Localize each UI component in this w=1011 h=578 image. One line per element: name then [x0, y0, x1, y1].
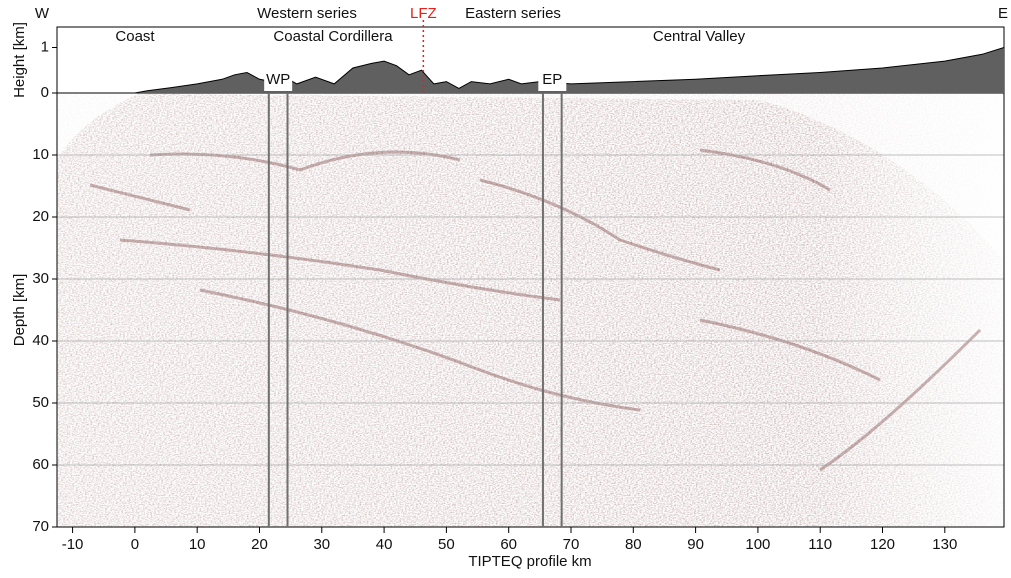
frame: [56, 26, 1005, 528]
x-tick-label: 80: [625, 536, 642, 553]
top-label: Western series: [257, 5, 357, 22]
y-tick-label: 20: [32, 208, 49, 225]
x-tick-label: 10: [189, 536, 206, 553]
x-tick-label: 120: [870, 536, 895, 553]
marker-label: EP: [542, 71, 562, 88]
depth-axis-label: Depth [km]: [11, 274, 28, 347]
x-tick-label: 0: [131, 536, 139, 553]
y-tick-label: 50: [32, 394, 49, 411]
x-tick-label: 100: [745, 536, 770, 553]
y-tick-label: 10: [32, 146, 49, 163]
height-axis-label: Height [km]: [11, 22, 28, 98]
x-tick-label: 70: [563, 536, 580, 553]
marker-label: WP: [266, 71, 290, 88]
region-label: Coast: [115, 28, 155, 45]
y-tick-label: 0: [41, 84, 49, 101]
seismic-image: [57, 93, 1004, 527]
y-tick-label: 60: [32, 456, 49, 473]
label-box: [538, 69, 567, 91]
top-label: W: [35, 5, 50, 22]
elevation-area: [57, 47, 1004, 93]
x-tick-label: 60: [500, 536, 517, 553]
y-tick-label: 30: [32, 270, 49, 287]
label-box: [264, 69, 293, 91]
x-tick-label: 90: [687, 536, 704, 553]
top-label: E: [998, 5, 1008, 22]
y-tick-label: 70: [32, 518, 49, 535]
top-label: Eastern series: [465, 5, 561, 22]
region-label: Coastal Cordillera: [273, 28, 393, 45]
elevation-line: [57, 47, 1005, 94]
y-tick-label: 40: [32, 332, 49, 349]
region-label: Central Valley: [653, 28, 746, 45]
x-tick-label: 20: [251, 536, 268, 553]
x-tick-label: 30: [313, 536, 330, 553]
x-tick-label: 40: [376, 536, 393, 553]
y-tick-label: 1: [41, 38, 49, 55]
x-tick-label: -10: [62, 536, 84, 553]
x-axis-label: TIPTEQ profile km: [468, 553, 591, 570]
x-tick-label: 110: [808, 536, 832, 553]
x-tick-label: 50: [438, 536, 455, 553]
x-tick-label: 130: [932, 536, 957, 553]
fault-label: LFZ: [410, 5, 437, 22]
